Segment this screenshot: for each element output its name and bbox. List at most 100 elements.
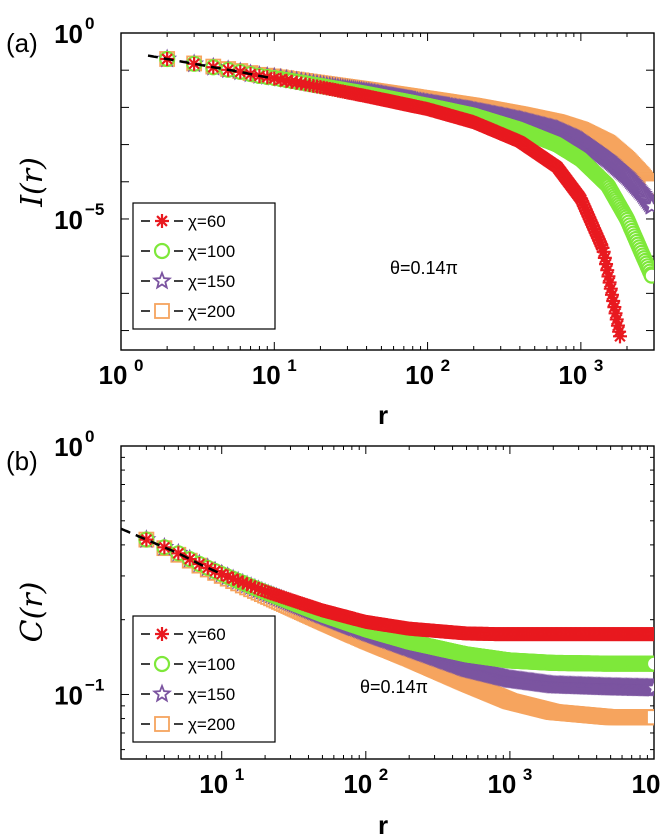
y-tick-base: 10 [54, 432, 83, 462]
legend-entry: χ=60 [141, 212, 226, 231]
legend-marker [154, 303, 170, 319]
y-tick-exp: −5 [85, 200, 104, 219]
axes-frame [120, 445, 655, 760]
data-point [231, 573, 246, 588]
y-tick-exp: −1 [85, 675, 104, 694]
legend-marker [155, 214, 169, 228]
x-tick-base: 10 [99, 360, 128, 390]
x-tick-base: 10 [343, 769, 372, 799]
data-point [187, 56, 202, 71]
legend-entry: χ=200 [141, 715, 235, 734]
data-point [596, 244, 611, 259]
data-point [599, 257, 614, 272]
data-point [247, 580, 262, 595]
x-tick-exp: 1 [287, 356, 296, 375]
legend-label: χ=150 [188, 685, 235, 704]
legend-entry: χ=60 [141, 625, 226, 644]
data-point [607, 300, 622, 315]
x-tick-base: 10 [632, 769, 661, 799]
x-tick-exp: 3 [523, 765, 532, 784]
data-point [641, 195, 654, 215]
x-tick-exp: 0 [134, 356, 143, 375]
x-tick-base: 10 [558, 360, 587, 390]
data-point [244, 578, 259, 593]
data-point [267, 71, 282, 86]
panel-b-ylabel: C(r) [15, 582, 50, 643]
data-point [646, 709, 654, 726]
data-point [602, 275, 617, 290]
data-point [139, 532, 154, 547]
x-tick-exp: 1 [235, 765, 244, 784]
legend-label: χ=200 [188, 715, 235, 734]
legend-entry: χ=200 [141, 302, 235, 321]
x-tick-exp: 2 [379, 765, 388, 784]
legend-entry: χ=150 [141, 270, 235, 291]
y-tick-base: 10 [54, 19, 83, 49]
panel-b-label: (b) [6, 446, 38, 476]
x-tick-base: 10 [487, 769, 516, 799]
panel-a-xlabel: r [378, 400, 388, 430]
y-tick-exp: 0 [85, 14, 94, 33]
x-tick-label: 10 3 [487, 765, 532, 799]
data-point [171, 546, 186, 561]
data-point [608, 306, 623, 321]
data-point [226, 571, 241, 586]
legend-marker [153, 655, 171, 673]
data-point [251, 581, 266, 596]
data-area [147, 48, 654, 344]
data-point [644, 677, 654, 697]
panel-a-annotation: θ=0.14π [390, 258, 458, 278]
data-point [157, 540, 172, 555]
legend-label: χ=100 [188, 242, 235, 261]
data-point [609, 312, 624, 327]
data-point [645, 655, 654, 672]
panel-a-ylabel: I(r) [15, 157, 50, 208]
x-tick-base: 10 [405, 360, 434, 390]
data-point [182, 552, 197, 567]
x-tick-label: 104 [632, 769, 661, 799]
data-point [601, 269, 616, 284]
legend-label: χ=60 [188, 625, 226, 644]
data-point [200, 560, 215, 575]
data-point [643, 267, 654, 284]
series-asterisk [139, 532, 654, 642]
x-tick-label: 10 2 [405, 356, 450, 390]
legend-label: χ=150 [188, 272, 235, 291]
dashed-guide-line [147, 54, 274, 80]
data-point [603, 281, 618, 296]
y-tick-label: 10 −5 [54, 200, 104, 235]
legend-label: χ=200 [188, 302, 235, 321]
data-point [604, 287, 619, 302]
data-point [220, 569, 235, 584]
y-tick-base: 10 [54, 680, 83, 710]
data-point [214, 567, 229, 582]
legend: χ=60 χ=100 χ=150 χ=200 [132, 202, 276, 330]
panel-b-annotation: θ=0.14π [360, 677, 428, 697]
legend-marker [152, 683, 172, 703]
legend: χ=60 χ=100 χ=150 χ=200 [132, 615, 276, 743]
y-tick-label: 10 −1 [54, 675, 104, 710]
legend-marker [152, 270, 172, 290]
x-tick-base: 10 [252, 360, 281, 390]
y-tick-base: 10 [54, 205, 83, 235]
x-tick-exp: 3 [594, 356, 603, 375]
data-point [233, 64, 248, 79]
data-point [606, 294, 621, 309]
panel-b-xlabel: r [378, 810, 388, 839]
legend-entry: χ=100 [141, 655, 235, 674]
legend-label: χ=100 [188, 655, 235, 674]
y-tick-label: 10 0 [54, 14, 94, 49]
x-tick-label: 10 3 [558, 356, 603, 390]
legend-marker [155, 627, 169, 641]
data-point [595, 240, 610, 255]
legend-marker [154, 716, 170, 732]
data-point [610, 318, 625, 333]
x-tick-label: 10 1 [199, 765, 244, 799]
data-point [254, 583, 269, 598]
x-tick-label: 10 2 [343, 765, 388, 799]
x-tick-exp: 2 [441, 356, 450, 375]
data-area [121, 527, 654, 726]
